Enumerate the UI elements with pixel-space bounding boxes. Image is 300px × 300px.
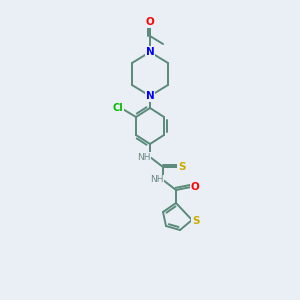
Text: S: S — [192, 216, 200, 226]
Text: NH: NH — [137, 152, 151, 161]
Text: N: N — [146, 91, 154, 101]
Text: S: S — [178, 162, 186, 172]
Text: N: N — [146, 47, 154, 57]
Text: O: O — [146, 17, 154, 27]
Text: NH: NH — [150, 176, 164, 184]
Text: Cl: Cl — [112, 103, 123, 113]
Text: O: O — [190, 182, 200, 192]
